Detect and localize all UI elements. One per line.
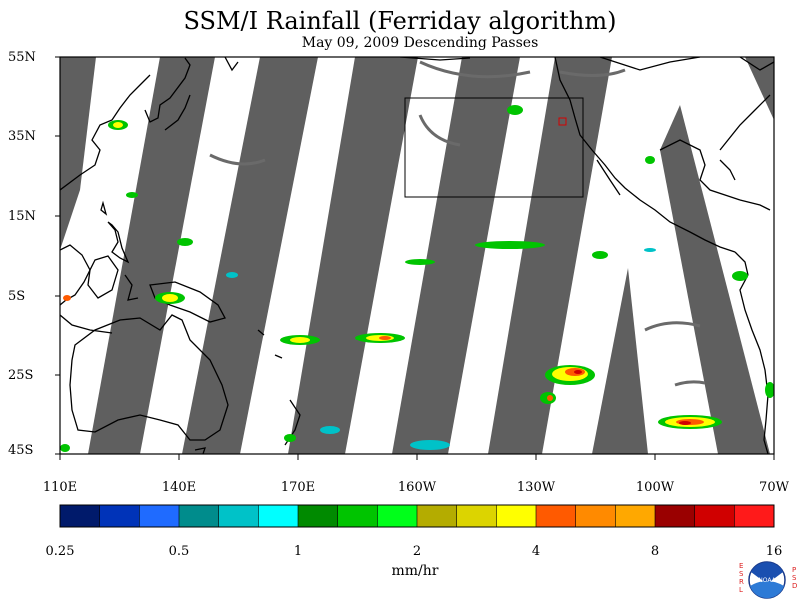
colorbar-swatch xyxy=(179,505,220,527)
swath-4 xyxy=(288,57,418,454)
colorbar-swatch xyxy=(615,505,656,527)
logo-noaa-text: NOAA xyxy=(758,577,776,584)
swath-5 xyxy=(392,57,520,454)
colorbar-label-5: 8 xyxy=(650,544,660,559)
location-marker xyxy=(558,117,567,126)
colorbar-swatch xyxy=(377,505,418,527)
lat-label-45s: 45S xyxy=(8,443,34,458)
colorbar xyxy=(59,504,775,528)
logo-psd-text: PSD xyxy=(792,566,798,590)
swath-2 xyxy=(88,57,215,454)
colorbar-label-0: 0.25 xyxy=(45,544,75,559)
colorbar-swatch xyxy=(456,505,497,527)
lon-label-170e: 170E xyxy=(280,480,316,495)
colorbar-label-6: 16 xyxy=(765,544,783,559)
colorbar-swatch xyxy=(337,505,378,527)
axis-ticks xyxy=(55,56,775,460)
lon-label-100w: 100W xyxy=(635,480,675,495)
colorbar-swatch xyxy=(655,505,696,527)
swath-1 xyxy=(60,57,96,250)
lat-label-5s: 5S xyxy=(8,289,26,304)
colorbar-label-1: 0.5 xyxy=(168,544,190,559)
no-data-swaths xyxy=(60,57,774,454)
colorbar-label-4: 4 xyxy=(531,544,541,559)
colorbar-swatch xyxy=(298,505,339,527)
lat-label-15n: 15N xyxy=(8,209,36,224)
swath-3 xyxy=(182,57,318,454)
rainfall-patches xyxy=(60,105,774,452)
swath-9 xyxy=(745,57,774,120)
colorbar-swatch xyxy=(218,505,259,527)
lon-label-110e: 110E xyxy=(42,480,78,495)
colorbar-swatch xyxy=(60,505,101,527)
colorbar-swatch xyxy=(536,505,577,527)
colorbar-swatch xyxy=(417,505,458,527)
lat-label-35n: 35N xyxy=(8,129,36,144)
map-subtitle: May 09, 2009 Descending Passes xyxy=(301,35,539,51)
lon-label-70w: 70W xyxy=(759,480,789,495)
swath-7 xyxy=(660,105,770,454)
lon-label-160w: 160W xyxy=(397,480,437,495)
lat-label-25s: 25S xyxy=(8,368,34,383)
logo-esrl-text: ESRL xyxy=(739,562,744,594)
orbit-arcs xyxy=(209,60,706,387)
swath-8 xyxy=(592,268,648,454)
colorbar-swatch xyxy=(139,505,180,527)
colorbar-swatch xyxy=(258,505,299,527)
lon-label-130w: 130W xyxy=(516,480,556,495)
map-title: SSM/I Rainfall (Ferriday algorithm) xyxy=(183,7,617,35)
colorbar-swatch xyxy=(734,505,775,527)
noaa-emblem: NOAA xyxy=(748,561,786,599)
lon-label-140e: 140E xyxy=(161,480,197,495)
noaa-logo: ESRL NOAA PSD xyxy=(736,560,798,600)
colorbar-swatch xyxy=(496,505,537,527)
colorbar-label-2: 1 xyxy=(293,544,303,559)
colorbar-swatch xyxy=(99,505,140,527)
lat-label-55n: 55N xyxy=(8,50,36,65)
colorbar-swatch xyxy=(694,505,735,527)
colorbar-swatch xyxy=(575,505,616,527)
colorbar-label-3: 2 xyxy=(412,544,422,559)
region-box xyxy=(404,97,584,198)
colorbar-units: mm/hr xyxy=(391,563,439,579)
swath-6 xyxy=(488,57,612,454)
